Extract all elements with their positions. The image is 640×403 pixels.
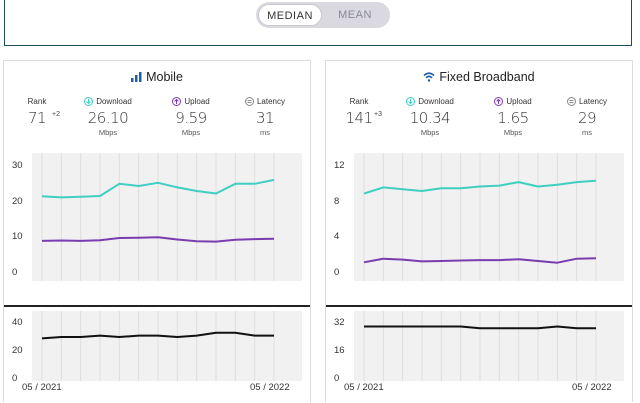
latency-chart-area xyxy=(32,311,302,381)
download-value: 26.10 xyxy=(87,109,129,127)
latency-label: Latency xyxy=(236,97,294,106)
download-value: 10.34 xyxy=(409,109,451,127)
y-tick-label: 40 xyxy=(12,317,23,328)
download-unit: Mbps xyxy=(98,128,118,137)
mobile-panel: Mobile Rank 71 +2 Download 26.10 Mbps Up… xyxy=(3,60,311,402)
download-arrow-icon xyxy=(406,97,416,106)
upload-unit: Mbps xyxy=(181,128,201,137)
y-tick-label: 30 xyxy=(12,160,23,171)
download-stat: Download 10.34 Mbps xyxy=(398,97,462,137)
y-tick-label: 0 xyxy=(334,373,340,384)
panel-title-text: Fixed Broadband xyxy=(439,70,535,84)
y-tick-label: 20 xyxy=(12,195,23,207)
y-tick-label: 16 xyxy=(334,345,345,356)
latency-stat: Latency 31 ms xyxy=(236,97,294,137)
download-arrow-icon xyxy=(84,97,94,106)
x-axis-end-label: 05 / 2022 xyxy=(250,382,290,393)
rank-stat: Rank 71 xyxy=(22,97,52,127)
download-series-line xyxy=(363,179,597,195)
y-tick-label: 32 xyxy=(334,317,345,328)
upload-value: 1.65 xyxy=(497,109,529,127)
signal-bars-icon xyxy=(131,71,142,85)
y-tick-label: 20 xyxy=(12,345,23,356)
median-mean-toggle[interactable]: MEDIAN MEAN xyxy=(256,2,390,28)
rank-stat: Rank 141 xyxy=(344,97,374,127)
latency-value: 31 xyxy=(255,109,275,127)
upload-label: Upload xyxy=(162,97,220,106)
x-axis-start-label: 05 / 2021 xyxy=(22,382,62,393)
latency-unit: ms xyxy=(260,128,270,137)
mobile-charts xyxy=(41,153,275,381)
rank-value: 141 xyxy=(345,109,373,127)
x-axis-start-label: 05 / 2021 xyxy=(344,382,384,393)
upload-stat: Upload 1.65 Mbps xyxy=(484,97,542,137)
median-button[interactable]: MEDIAN xyxy=(258,4,322,26)
rank-value: 71 xyxy=(27,109,47,127)
download-stat: Download 26.10 Mbps xyxy=(76,97,140,137)
upload-arrow-icon xyxy=(172,97,182,106)
speed-chart-area xyxy=(32,153,302,281)
rank-label: Rank xyxy=(27,97,47,106)
y-tick-label: 4 xyxy=(334,231,340,243)
upload-series-line xyxy=(363,257,597,264)
latency-icon xyxy=(244,97,254,106)
upload-value: 9.59 xyxy=(175,109,207,127)
rank-delta: +2 xyxy=(52,111,60,118)
fixed-broadband-panel: Fixed Broadband Rank 141 +3 Download 10.… xyxy=(325,60,633,402)
metric-toggle-container: MEDIAN MEAN xyxy=(4,0,632,46)
y-tick-label: 10 xyxy=(12,231,23,243)
upload-label: Upload xyxy=(484,97,542,106)
y-tick-label: 0 xyxy=(12,373,18,384)
rank-delta: +3 xyxy=(374,111,382,118)
y-tick-label: 8 xyxy=(334,195,340,207)
download-series-line xyxy=(41,178,275,199)
download-label: Download xyxy=(398,97,462,106)
latency-unit: ms xyxy=(582,128,592,137)
latency-stat: Latency 29 ms xyxy=(558,97,616,137)
panel-title: Fixed Broadband xyxy=(326,70,632,85)
wifi-icon xyxy=(423,71,435,85)
latency-series-line xyxy=(364,325,596,330)
y-tick-label: 0 xyxy=(12,267,18,278)
x-axis-end-label: 05 / 2022 xyxy=(572,382,612,393)
latency-series-line xyxy=(41,331,274,340)
upload-unit: Mbps xyxy=(503,128,523,137)
y-tick-label: 12 xyxy=(334,160,345,171)
upload-series-line xyxy=(41,236,275,243)
latency-label: Latency xyxy=(558,97,616,106)
rank-label: Rank xyxy=(349,97,369,106)
panel-title: Mobile xyxy=(4,70,310,85)
mean-button[interactable]: MEAN xyxy=(338,9,372,21)
panel-title-text: Mobile xyxy=(146,70,183,84)
latency-value: 29 xyxy=(577,109,597,127)
chart-separator xyxy=(326,305,632,307)
chart-separator xyxy=(4,305,310,307)
latency-chart-area xyxy=(354,311,624,381)
y-tick-label: 0 xyxy=(334,267,340,278)
upload-stat: Upload 9.59 Mbps xyxy=(162,97,220,137)
download-label: Download xyxy=(76,97,140,106)
latency-icon xyxy=(566,97,576,106)
fixed-broadband-charts xyxy=(363,153,597,381)
download-unit: Mbps xyxy=(420,128,440,137)
upload-arrow-icon xyxy=(494,97,504,106)
